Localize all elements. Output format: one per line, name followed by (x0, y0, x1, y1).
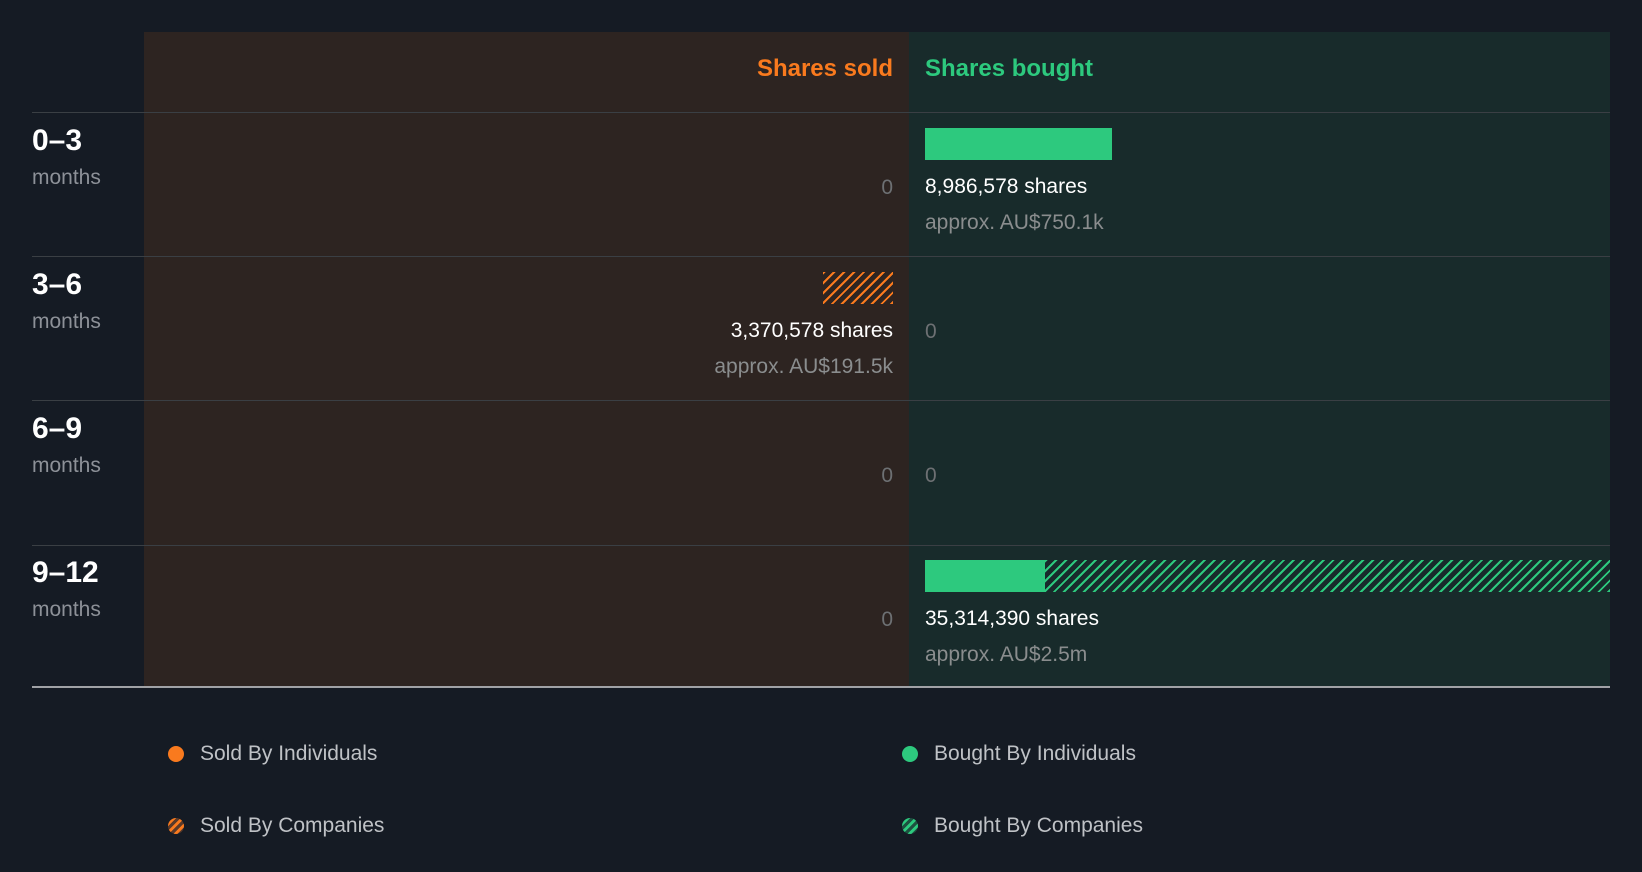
legend-bought-individuals[interactable]: Bought By Individuals (902, 742, 1136, 766)
period-unit: months (32, 310, 101, 333)
chart-baseline (32, 686, 1610, 688)
row-divider (32, 400, 1610, 401)
period-label-3-6: 3–6 months (32, 268, 101, 334)
bought-value: 0 (925, 320, 937, 343)
green-hatched-dot-icon (902, 818, 918, 834)
legend-label: Sold By Individuals (200, 742, 378, 765)
sold-bar[interactable] (714, 272, 893, 304)
bought-companies-bar-segment[interactable] (1045, 560, 1610, 592)
shares-sold-panel (144, 32, 909, 687)
sold-value: 0 (881, 176, 893, 199)
sold-approx-value: approx. AU$191.5k (714, 355, 893, 378)
row-divider (32, 256, 1610, 257)
row-divider (32, 112, 1610, 113)
bought-cell-6-9: 0 (925, 464, 937, 488)
orange-hatched-dot-icon (168, 818, 184, 834)
period-range: 0–3 (32, 124, 83, 157)
bought-approx-value: approx. AU$750.1k (925, 211, 1104, 234)
period-label-0-3: 0–3 months (32, 124, 101, 190)
legend-bought-companies[interactable]: Bought By Companies (902, 814, 1143, 838)
legend-label: Bought By Individuals (934, 742, 1136, 765)
period-label-9-12: 9–12 months (32, 556, 101, 622)
sold-cell-9-12: 0 (881, 608, 893, 632)
period-range: 9–12 (32, 556, 99, 589)
sold-value: 0 (881, 464, 893, 487)
period-range: 6–9 (32, 412, 83, 445)
bought-cell-9-12: 35,314,390 shares approx. AU$2.5m (925, 560, 1610, 668)
period-label-6-9: 6–9 months (32, 412, 101, 478)
legend-sold-companies[interactable]: Sold By Companies (168, 814, 384, 838)
green-dot-icon (902, 746, 918, 762)
sold-companies-bar-segment[interactable] (823, 272, 893, 304)
bought-bar[interactable] (925, 128, 1112, 160)
shares-bought-header: Shares bought (925, 55, 1094, 82)
bought-cell-3-6: 0 (925, 320, 937, 344)
period-unit: months (32, 598, 101, 621)
orange-dot-icon (168, 746, 184, 762)
shares-sold-header: Shares sold (756, 55, 893, 82)
sold-cell-6-9: 0 (881, 464, 893, 488)
sold-shares: 3,370,578 shares (730, 319, 893, 342)
period-unit: months (32, 166, 101, 189)
bought-value: 0 (925, 464, 937, 487)
bought-shares: 8,986,578 shares (925, 175, 1088, 198)
sold-cell-3-6: 3,370,578 shares approx. AU$191.5k (714, 272, 893, 380)
bought-individuals-bar-segment[interactable] (925, 128, 1112, 160)
bought-bar[interactable] (925, 560, 1610, 592)
period-range: 3–6 (32, 268, 83, 301)
sold-value: 0 (881, 608, 893, 631)
bought-individuals-bar-segment[interactable] (925, 560, 1045, 592)
bought-cell-0-3: 8,986,578 shares approx. AU$750.1k (925, 128, 1112, 236)
row-divider (32, 545, 1610, 546)
sold-cell-0-3: 0 (881, 176, 893, 200)
bought-approx-value: approx. AU$2.5m (925, 643, 1088, 666)
bought-shares: 35,314,390 shares (925, 607, 1099, 630)
legend-label: Bought By Companies (934, 814, 1143, 837)
legend-sold-individuals[interactable]: Sold By Individuals (168, 742, 377, 766)
period-unit: months (32, 454, 101, 477)
legend-label: Sold By Companies (200, 814, 385, 837)
